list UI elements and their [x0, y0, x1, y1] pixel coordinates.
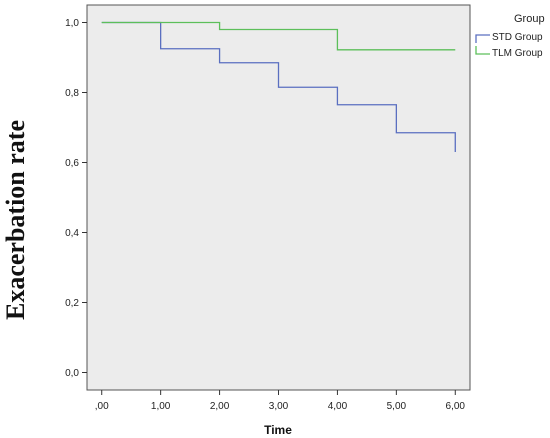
x-axis: ,00 1,00 2,00 3,00 4,00 5,00 6,00 — [95, 390, 466, 412]
x-tick-label: 1,00 — [151, 401, 171, 412]
legend-item-std: STD Group — [475, 32, 543, 43]
legend: Group STD Group TLM Group — [475, 13, 545, 59]
x-tick-label: 3,00 — [269, 401, 289, 412]
y-tick-label: 0,2 — [65, 298, 79, 309]
x-tick-label: 4,00 — [328, 401, 348, 412]
series-line-tlm-group — [101, 21, 456, 51]
legend-swatch-std — [475, 34, 490, 43]
x-axis-title: Time — [264, 423, 292, 437]
y-tick-label: 0,4 — [65, 228, 79, 239]
y-axis-title: Exacerbation rate — [1, 120, 30, 320]
legend-label-std: STD Group — [492, 32, 543, 43]
x-tick-label: 5,00 — [387, 401, 407, 412]
legend-swatch-tlm — [475, 46, 490, 55]
y-tick-label: 0,8 — [65, 88, 79, 99]
series-layer — [101, 21, 456, 152]
series-line-std-group — [101, 21, 456, 152]
legend-label-tlm: TLM Group — [492, 48, 543, 59]
y-axis: 0,0 0,2 0,4 0,6 0,8 1,0 — [65, 18, 87, 379]
x-tick-label: 2,00 — [210, 401, 230, 412]
legend-item-tlm: TLM Group — [475, 46, 543, 59]
x-tick-label: ,00 — [95, 401, 109, 412]
y-tick-label: 0,0 — [65, 368, 79, 379]
y-tick-label: 1,0 — [65, 18, 79, 29]
legend-title: Group — [514, 13, 545, 25]
y-tick-label: 0,6 — [65, 158, 79, 169]
x-tick-label: 6,00 — [446, 401, 466, 412]
